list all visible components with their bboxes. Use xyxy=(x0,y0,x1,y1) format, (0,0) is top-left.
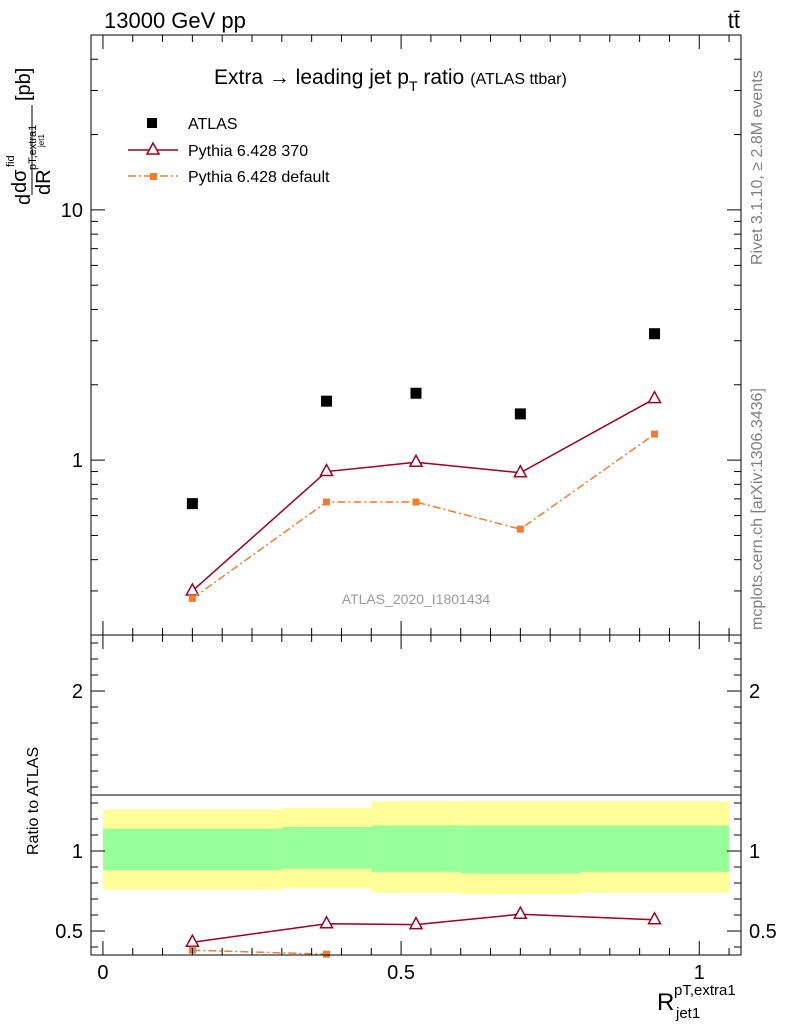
main-series-1-line xyxy=(191,398,655,592)
band-stat-2 xyxy=(371,825,461,872)
band-stat-3 xyxy=(460,825,580,874)
ratio-bands xyxy=(102,801,730,895)
main-series-1-point-2 xyxy=(408,453,424,468)
band-stat-4 xyxy=(579,825,730,872)
main-series-1-point-1 xyxy=(319,462,334,477)
analysis-tag: ATLAS_2020_I1801434 xyxy=(342,591,491,607)
main-series-2-point-2 xyxy=(412,498,420,506)
mcplots-label: mcplots.cern.ch [arXiv:1306.3436] xyxy=(749,388,766,630)
svg-text:dσ: dσ xyxy=(9,169,31,193)
x-tick-label-2: 1 xyxy=(694,962,705,984)
svg-text:pT,extra1: pT,extra1 xyxy=(674,982,736,999)
ratio-ytick-label-left-2: 2 xyxy=(72,681,83,703)
main-axis-ticks: 1 10 xyxy=(61,34,741,636)
main-series-0-point-0 xyxy=(186,498,198,510)
main-series-0-point-1 xyxy=(321,395,333,407)
main-ytick-label-1: 10 xyxy=(61,200,83,222)
energy-label: 13000 GeV pp xyxy=(104,8,246,33)
main-series-0-point-3 xyxy=(514,408,526,420)
ratio-marks xyxy=(185,905,662,958)
x-tick-label-0: 0 xyxy=(97,962,108,984)
ratio-series-0-point-3 xyxy=(513,905,528,919)
ratio-ytick-label-left-0: 0.5 xyxy=(55,921,83,943)
ratio-ytick-label-left-1: 1 xyxy=(72,841,83,863)
svg-text:fid: fid xyxy=(5,155,17,167)
legend-pythia370-marker xyxy=(145,141,161,155)
legend-pythia370-label: Pythia 6.428 370 xyxy=(188,143,308,160)
ratio-series-0-point-1 xyxy=(319,915,334,929)
main-marks xyxy=(185,328,662,602)
ratio-y-axis-label: Ratio to ATLAS xyxy=(25,747,42,855)
main-series-2-point-1 xyxy=(323,498,331,506)
svg-text:jet1: jet1 xyxy=(675,1005,700,1022)
main-series-1-point-4 xyxy=(647,390,662,404)
main-series-2-point-3 xyxy=(516,525,524,533)
rivet-label: Rivet 3.1.10, ≥ 2.8M events xyxy=(749,70,766,265)
ratio-series-0-point-2 xyxy=(408,916,424,930)
main-series-1-point-3 xyxy=(513,464,528,478)
main-series-2-point-4 xyxy=(651,430,659,438)
ratio-frame xyxy=(90,634,742,956)
main-series-2-line xyxy=(191,433,655,600)
svg-text:pT,extra1: pT,extra1 xyxy=(27,125,39,170)
ratio-ytick-label-right-0: 0.5 xyxy=(749,921,777,943)
ratio-series-0-point-0 xyxy=(185,933,200,947)
svg-text:jet1: jet1 xyxy=(37,134,46,148)
band-stat-1 xyxy=(281,827,372,869)
legend-pythia-default-marker xyxy=(150,173,157,180)
legend-atlas-label: ATLAS xyxy=(188,116,238,133)
x-axis-label: R pT,extra1 jet1 xyxy=(657,982,736,1022)
ratio-ytick-label-right-1: 1 xyxy=(749,841,760,863)
main-series-1-point-0 xyxy=(185,582,200,596)
main-panel: 1 10 Extra → leading jet pT ratio (ATLAS t… xyxy=(5,34,742,636)
main-series-0-point-4 xyxy=(649,328,661,340)
ratio-axis-ticks: 0.5 0.5 1 1 2 2 0 0.5 1 xyxy=(55,635,777,984)
legend: ATLAS Pythia 6.428 370 Pythia 6.428 defa… xyxy=(128,116,330,186)
main-ytick-label-0: 1 xyxy=(72,450,83,472)
svg-text:[pb]: [pb] xyxy=(13,68,35,101)
ratio-series-0-line xyxy=(192,913,655,943)
legend-pythia-default-label: Pythia 6.428 default xyxy=(188,169,330,186)
svg-text:dR: dR xyxy=(33,169,55,195)
main-y-axis-label: d dσ fid dR pT,extra1 jet1 [pb] xyxy=(5,68,55,205)
process-label: tt̄ xyxy=(728,8,740,33)
svg-text:d: d xyxy=(13,194,35,205)
x-tick-label-1: 0.5 xyxy=(387,962,415,984)
main-series-0-point-2 xyxy=(410,387,422,399)
ratio-panel: 0.5 0.5 1 1 2 2 0 0.5 1 Ratio to ATLAS R pT,extr… xyxy=(25,634,777,1022)
ratio-series-1-line xyxy=(192,949,327,955)
legend-atlas-marker xyxy=(147,118,157,128)
chart-title: Extra → leading jet pT ratio (ATLAS ttbar… xyxy=(214,66,567,94)
main-series-2-point-0 xyxy=(188,594,196,602)
band-stat-0 xyxy=(102,828,282,871)
ratio-ytick-label-right-2: 2 xyxy=(749,681,760,703)
ratio-series-0-point-4 xyxy=(647,911,662,925)
svg-text:R: R xyxy=(657,989,674,1016)
ratio-series-1-point-1 xyxy=(323,950,331,958)
